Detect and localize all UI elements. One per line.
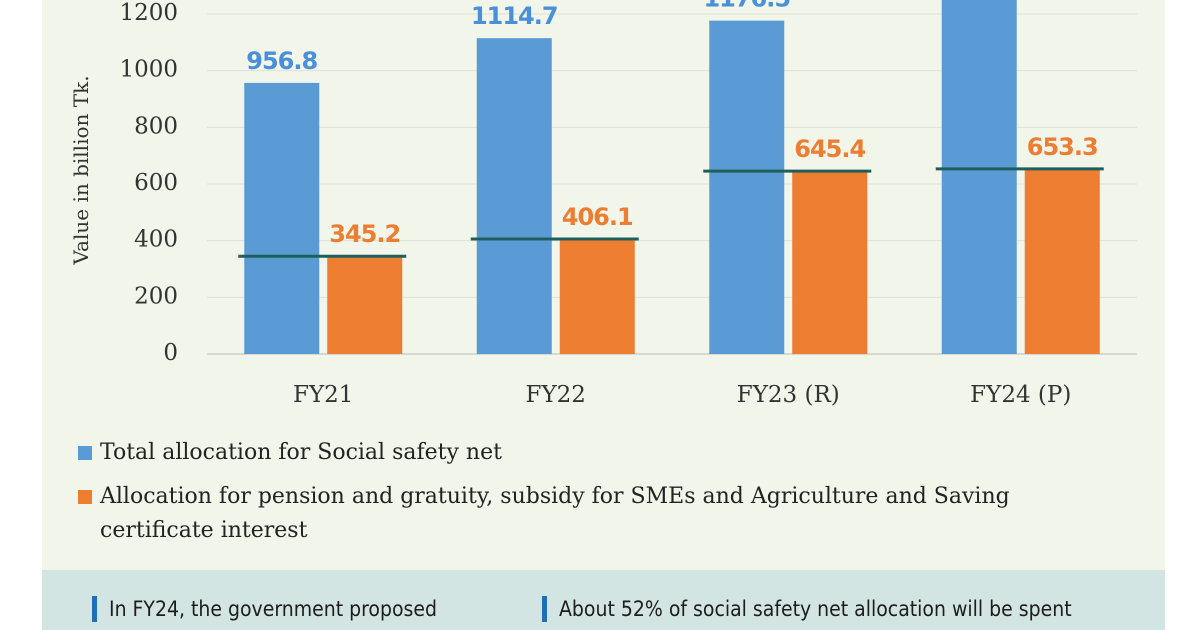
bar	[941, 0, 1017, 355]
bar	[1024, 168, 1100, 354]
bar	[559, 238, 635, 354]
chart: Value in billion Tk. 0 200 400 600 800 1000 12…	[69, 0, 1137, 408]
legend: Total allocation for Social safety net Al…	[78, 436, 1038, 558]
value-label: 406.1	[562, 203, 633, 231]
value-label: 345.2	[329, 220, 400, 248]
value-label: 645.4	[794, 135, 865, 163]
legend-item: Total allocation for Social safety net	[78, 436, 1038, 470]
note: About 52% of social safety net allocatio…	[542, 596, 1072, 622]
y-tick-label: 1000	[119, 57, 178, 83]
y-tick-label: 200	[134, 283, 178, 309]
bar	[476, 38, 552, 354]
value-label: 653.3	[1027, 133, 1098, 161]
legend-swatch	[78, 446, 92, 460]
x-tick-label: FY24 (P)	[970, 382, 1071, 408]
value-label: 956.8	[246, 47, 317, 75]
x-tick-label: FY21	[293, 382, 353, 408]
legend-label: Allocation for pension and gratuity, sub…	[100, 484, 1010, 543]
legend-swatch	[78, 490, 92, 504]
y-tick-label: 0	[163, 340, 178, 366]
bar	[327, 256, 403, 354]
bar	[792, 171, 868, 354]
note: In FY24, the government proposed	[92, 596, 437, 622]
y-tick-label: 800	[134, 113, 178, 139]
legend-item: Allocation for pension and gratuity, sub…	[78, 480, 1038, 548]
bar	[709, 20, 785, 355]
y-axis-label: Value in billion Tk.	[69, 75, 93, 265]
x-tick-label: FY22	[526, 382, 586, 408]
x-tick-label: FY23 (R)	[737, 382, 840, 408]
y-tick-label: 400	[134, 227, 178, 253]
notes-panel: In FY24, the government proposed About 5…	[42, 570, 1165, 630]
bar	[244, 82, 320, 354]
value-label: 1114.7	[471, 2, 558, 30]
value-label: 1176.5	[703, 0, 790, 13]
y-tick-label: 600	[134, 170, 178, 196]
y-tick-label: 1200	[119, 0, 178, 26]
legend-label: Total allocation for Social safety net	[100, 440, 502, 465]
